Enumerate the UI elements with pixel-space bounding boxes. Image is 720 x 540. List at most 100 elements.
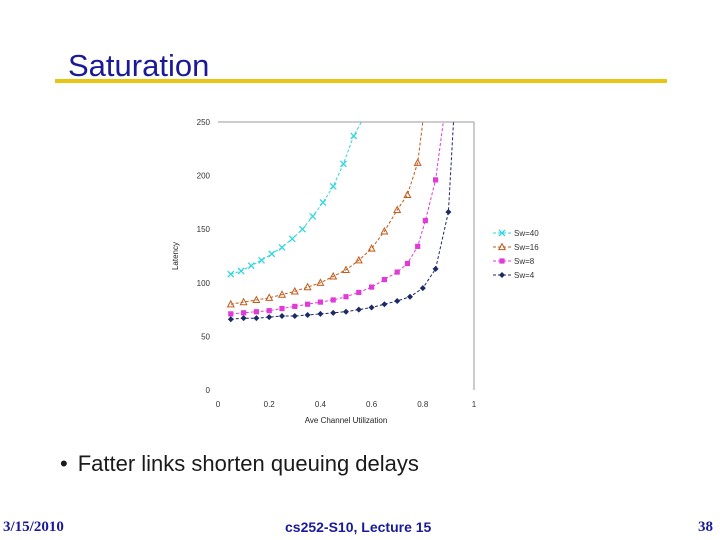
data-point xyxy=(355,306,362,313)
data-point xyxy=(393,205,402,214)
x-tick-label: 1 xyxy=(472,400,477,409)
bullet-point: • Fatter links shorten queuing delays xyxy=(60,451,419,477)
data-point xyxy=(394,298,401,305)
data-point xyxy=(317,299,323,305)
data-point xyxy=(278,243,286,251)
y-tick-label: 250 xyxy=(197,118,211,127)
data-point xyxy=(415,243,421,249)
data-point xyxy=(499,258,505,264)
data-point xyxy=(303,282,312,291)
data-point xyxy=(341,265,351,274)
data-point xyxy=(247,262,255,270)
data-point xyxy=(404,260,411,267)
data-point xyxy=(227,270,235,278)
data-point xyxy=(309,212,317,220)
legend-label: Sw=16 xyxy=(514,243,539,252)
data-point xyxy=(367,244,376,252)
legend-label: Sw=40 xyxy=(514,229,539,238)
y-tick-label: 100 xyxy=(197,279,211,288)
bullet-text: Fatter links shorten queuing delays xyxy=(77,451,419,476)
y-axis-label: Latency xyxy=(171,242,180,270)
data-point xyxy=(253,315,260,322)
series-sw-40 xyxy=(227,121,362,278)
data-point xyxy=(433,177,439,183)
data-point xyxy=(305,301,311,307)
footer-date: 3/15/2010 xyxy=(3,519,64,535)
slide-title: Saturation xyxy=(68,48,210,83)
data-point xyxy=(432,265,439,272)
data-point xyxy=(329,182,337,190)
data-point xyxy=(258,256,265,264)
chart-legend: Sw=40 Sw=16 Sw=8 Sw=4 xyxy=(493,229,539,280)
data-point xyxy=(290,286,299,295)
data-point xyxy=(330,297,336,303)
data-point xyxy=(279,305,285,312)
data-point xyxy=(279,313,285,320)
data-point xyxy=(237,267,245,275)
data-point xyxy=(498,229,506,237)
data-point xyxy=(253,309,259,315)
data-point xyxy=(330,309,337,316)
data-point xyxy=(288,235,296,243)
data-point xyxy=(304,311,311,318)
data-point xyxy=(319,198,327,206)
legend-label: Sw=8 xyxy=(514,257,535,266)
data-point xyxy=(240,315,247,322)
x-tick-label: 0.4 xyxy=(315,400,327,409)
data-point xyxy=(227,316,234,323)
data-point xyxy=(339,160,347,168)
series-sw-8 xyxy=(228,121,444,317)
legend-label: Sw=4 xyxy=(514,271,535,280)
series-sw-4 xyxy=(227,121,454,323)
data-point xyxy=(343,294,349,300)
footer-course: cs252-S10, Lecture 15 xyxy=(285,519,432,535)
series-line xyxy=(230,121,362,275)
data-point xyxy=(394,269,400,275)
data-point xyxy=(266,314,273,321)
legend-entry: Sw=4 xyxy=(493,271,535,280)
data-point xyxy=(265,293,274,301)
data-point xyxy=(292,303,298,309)
y-tick-label: 150 xyxy=(197,225,211,234)
data-point xyxy=(413,158,422,166)
data-point xyxy=(407,293,413,300)
data-point xyxy=(316,278,325,286)
legend-entry: Sw=16 xyxy=(493,242,539,252)
series-line xyxy=(230,121,454,320)
footer-page-number: 38 xyxy=(698,519,713,535)
y-tick-label: 0 xyxy=(206,386,211,395)
data-point xyxy=(419,285,426,292)
data-point xyxy=(356,289,362,296)
x-axis-label: Ave Channel Utilization xyxy=(305,416,388,425)
x-tick-label: 0 xyxy=(216,400,221,409)
data-point xyxy=(252,295,261,304)
x-tick-label: 0.6 xyxy=(366,400,378,409)
data-point xyxy=(497,242,507,251)
data-point xyxy=(445,209,452,216)
data-point xyxy=(268,250,276,258)
data-point xyxy=(239,297,248,306)
data-point xyxy=(266,308,272,314)
legend-entry: Sw=40 xyxy=(493,229,539,238)
data-point xyxy=(354,255,363,264)
data-point xyxy=(343,308,349,315)
data-point xyxy=(317,310,324,317)
x-tick-label: 0.8 xyxy=(417,400,429,409)
series-line xyxy=(230,121,424,305)
title-underline xyxy=(55,79,667,83)
data-point xyxy=(368,304,375,311)
data-point xyxy=(350,132,358,140)
data-point xyxy=(381,301,388,308)
data-point xyxy=(403,190,412,198)
chart-series xyxy=(226,121,454,323)
data-point xyxy=(380,226,389,235)
data-point xyxy=(228,311,234,317)
data-point xyxy=(241,310,247,316)
y-tick-label: 50 xyxy=(201,332,210,341)
data-point xyxy=(277,290,287,298)
x-tick-label: 0.2 xyxy=(264,400,276,409)
data-point xyxy=(291,313,298,320)
series-line xyxy=(230,121,444,315)
data-point xyxy=(422,218,428,224)
